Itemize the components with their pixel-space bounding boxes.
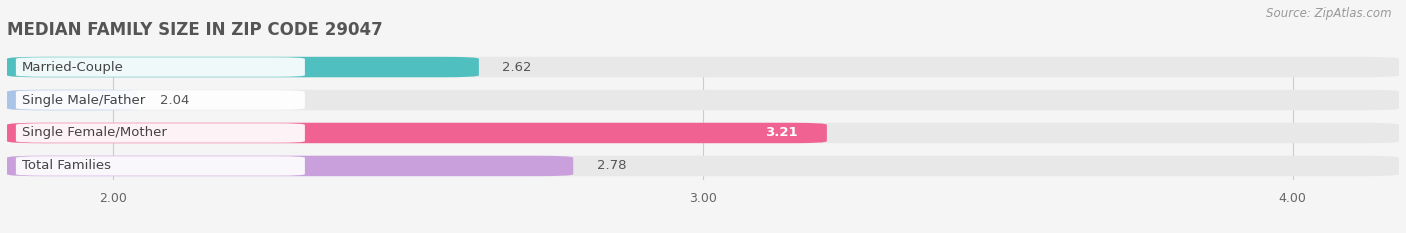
FancyBboxPatch shape [15, 57, 305, 77]
Text: Married-Couple: Married-Couple [21, 61, 124, 74]
FancyBboxPatch shape [7, 123, 1399, 143]
Text: 2.78: 2.78 [596, 159, 626, 172]
Text: MEDIAN FAMILY SIZE IN ZIP CODE 29047: MEDIAN FAMILY SIZE IN ZIP CODE 29047 [7, 21, 382, 39]
FancyBboxPatch shape [7, 90, 1399, 110]
FancyBboxPatch shape [7, 90, 136, 110]
FancyBboxPatch shape [7, 156, 1399, 176]
FancyBboxPatch shape [15, 156, 305, 176]
Text: 2.62: 2.62 [502, 61, 531, 74]
Text: 3.21: 3.21 [765, 127, 797, 140]
FancyBboxPatch shape [7, 123, 827, 143]
FancyBboxPatch shape [7, 156, 574, 176]
FancyBboxPatch shape [7, 57, 479, 77]
FancyBboxPatch shape [15, 123, 305, 143]
FancyBboxPatch shape [15, 90, 305, 110]
Text: Total Families: Total Families [21, 159, 111, 172]
Text: 2.04: 2.04 [160, 93, 190, 106]
Text: Source: ZipAtlas.com: Source: ZipAtlas.com [1267, 7, 1392, 20]
Text: Single Male/Father: Single Male/Father [21, 93, 145, 106]
Text: Single Female/Mother: Single Female/Mother [21, 127, 167, 140]
FancyBboxPatch shape [7, 57, 1399, 77]
